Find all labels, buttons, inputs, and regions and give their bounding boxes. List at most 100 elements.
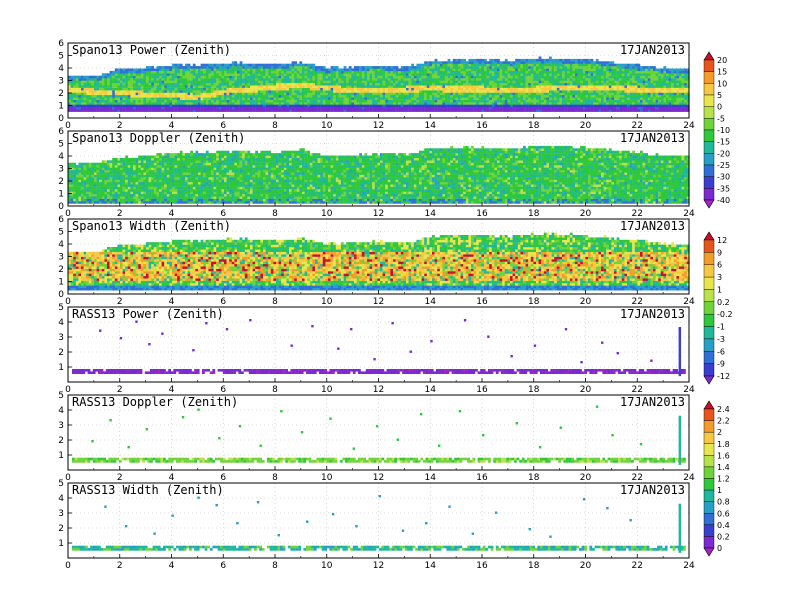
- data-cell: [289, 102, 292, 105]
- data-cell: [528, 73, 531, 76]
- data-cell: [361, 80, 365, 84]
- data-cell: [117, 82, 121, 86]
- data-cell: [101, 106, 105, 110]
- data-cell: [601, 104, 604, 108]
- data-cell: [107, 82, 110, 86]
- data-cell: [668, 92, 672, 96]
- data-cell: [611, 85, 615, 88]
- data-cell: [559, 75, 563, 79]
- data-cell: [359, 66, 362, 69]
- data-cell: [426, 61, 430, 64]
- data-cell: [333, 80, 336, 84]
- data-cell: [218, 109, 222, 112]
- data-cell: [286, 85, 290, 88]
- data-cell: [655, 104, 659, 108]
- data-cell: [112, 99, 115, 103]
- data-cell: [564, 75, 568, 79]
- data-cell: [156, 82, 160, 86]
- data-cell: [148, 68, 152, 72]
- data-cell: [270, 66, 274, 69]
- data-cell: [328, 70, 331, 74]
- data-cell: [78, 177, 82, 180]
- data-cell: [177, 106, 180, 110]
- data-cell: [387, 75, 391, 79]
- data-cell: [668, 109, 672, 112]
- data-cell: [247, 87, 251, 91]
- data-cell: [465, 87, 469, 91]
- data-cell: [473, 78, 477, 81]
- data-cell: [289, 66, 292, 69]
- data-cell: [465, 70, 469, 74]
- data-cell: [377, 95, 381, 98]
- data-cell: [86, 82, 89, 86]
- data-cell: [276, 85, 279, 88]
- data-cell: [621, 85, 625, 88]
- data-cell: [562, 106, 565, 110]
- data-cell: [133, 80, 136, 84]
- data-cell: [330, 109, 334, 112]
- data-cell: [159, 85, 162, 88]
- data-cell: [242, 109, 245, 112]
- data-cell: [309, 75, 313, 79]
- data-cell: [70, 181, 74, 185]
- data-cell: [161, 75, 165, 79]
- data-cell: [68, 75, 71, 79]
- data-cell: [484, 90, 487, 93]
- data-cell: [234, 92, 238, 96]
- data-cell: [525, 102, 529, 105]
- data-cell: [203, 80, 206, 84]
- data-cell: [520, 66, 524, 69]
- data-cell: [497, 85, 500, 88]
- data-cell: [533, 75, 537, 79]
- data-cell: [200, 87, 204, 91]
- data-cell: [668, 68, 672, 72]
- data-cell: [351, 90, 355, 93]
- data-cell: [629, 68, 633, 72]
- data-cell: [660, 109, 664, 112]
- data-cell: [627, 104, 630, 108]
- data-cell: [169, 95, 173, 98]
- data-cell: [122, 97, 126, 100]
- data-cell: [239, 102, 243, 105]
- data-cell: [198, 104, 201, 108]
- data-cell: [179, 75, 183, 79]
- data-cell: [338, 102, 342, 105]
- data-cell: [502, 85, 505, 88]
- data-cell: [632, 73, 635, 76]
- data-cell: [317, 85, 321, 88]
- data-cell: [255, 70, 258, 74]
- data-cell: [166, 66, 170, 69]
- data-cell: [172, 104, 175, 108]
- data-cell: [403, 109, 407, 112]
- data-cell: [99, 102, 102, 105]
- data-cell: [91, 167, 95, 171]
- data-cell: [283, 97, 287, 100]
- data-cell: [104, 109, 108, 112]
- data-cell: [681, 87, 685, 91]
- data-cell: [385, 109, 388, 112]
- data-cell: [361, 85, 365, 88]
- data-cell: [450, 90, 453, 93]
- data-cell: [601, 85, 604, 88]
- data-cell: [562, 58, 565, 62]
- data-cell: [491, 95, 495, 98]
- data-cell: [608, 63, 612, 67]
- data-cell: [525, 58, 529, 62]
- data-cell: [179, 106, 183, 110]
- data-cell: [577, 87, 581, 91]
- data-cell: [203, 104, 206, 108]
- data-cell: [351, 106, 355, 110]
- data-cell: [499, 85, 503, 88]
- data-cell: [603, 78, 607, 81]
- data-cell: [668, 106, 672, 110]
- data-cell: [257, 63, 261, 67]
- data-cell: [655, 78, 659, 81]
- data-cell: [554, 92, 557, 96]
- data-cell: [104, 95, 108, 98]
- data-cell: [221, 80, 225, 84]
- data-cell: [286, 78, 290, 81]
- data-cell: [192, 90, 196, 93]
- data-cell: [520, 68, 524, 72]
- data-cell: [125, 97, 128, 100]
- data-cell: [671, 87, 674, 91]
